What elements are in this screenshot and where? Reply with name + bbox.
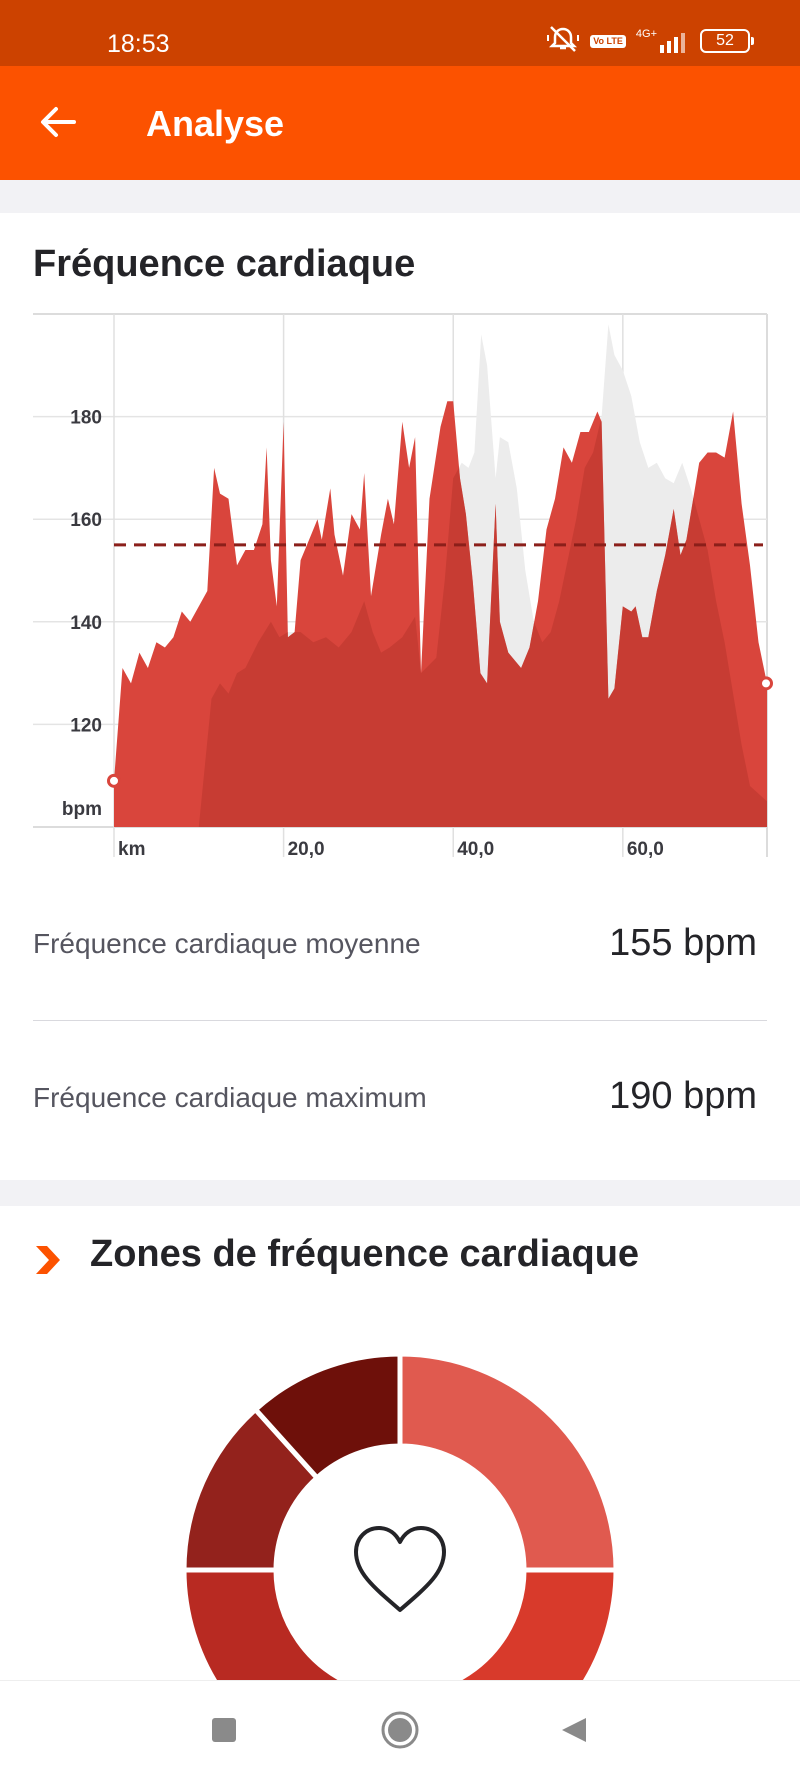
x-tick-label: 60,0 xyxy=(627,839,664,860)
section-separator xyxy=(0,180,800,213)
system-nav-bar xyxy=(0,1680,800,1778)
zone-3-segment xyxy=(181,1567,361,1777)
status-icons: Vo LTE 4G+ 52 xyxy=(546,25,754,58)
divider xyxy=(33,1020,767,1021)
heart-rate-chart[interactable]: 180 160 140 120 bpm km 20,0 40,0 60,0 xyxy=(0,300,800,870)
back-button[interactable] xyxy=(28,92,88,152)
zones-title: Zones de fréquence cardiaque xyxy=(90,1233,640,1275)
recent-apps-icon xyxy=(212,1718,236,1742)
heart-rate-zones-donut[interactable] xyxy=(0,1340,800,1777)
status-bar: 18:53 Vo LTE 4G+ 52 xyxy=(0,0,800,66)
start-marker xyxy=(107,773,121,788)
y-tick-label: 140 xyxy=(70,613,102,634)
network-type: 4G+ xyxy=(635,28,657,40)
recent-apps-button[interactable] xyxy=(197,1703,251,1757)
y-axis-label: bpm xyxy=(62,799,102,820)
zones-header[interactable] xyxy=(33,1232,63,1288)
y-tick-label: 160 xyxy=(70,510,102,531)
app-bar: Analyse xyxy=(0,66,800,180)
battery-icon: 52 xyxy=(700,29,754,53)
heart-icon xyxy=(354,1526,446,1612)
arrow-left-icon xyxy=(41,107,76,137)
home-button[interactable] xyxy=(373,1703,427,1757)
status-time: 18:53 xyxy=(107,30,170,58)
zone-5-segment xyxy=(251,1351,403,1482)
stat-label-maximum: Fréquence cardiaque maximum xyxy=(33,1082,427,1113)
x-tick-label: 40,0 xyxy=(457,839,494,860)
end-marker xyxy=(759,676,773,691)
nav-back-button[interactable] xyxy=(547,1703,601,1757)
zone-1-segment xyxy=(397,1351,619,1573)
stat-value-average: 155 bpm xyxy=(609,922,757,964)
volte-badge: Vo LTE xyxy=(590,34,626,48)
mute-icon xyxy=(546,25,580,58)
battery-level: 52 xyxy=(716,32,734,49)
stat-value-maximum: 190 bpm xyxy=(609,1075,757,1117)
zone-2-segment xyxy=(439,1567,619,1777)
y-tick-label: 180 xyxy=(70,408,102,429)
heart-rate-title: Fréquence cardiaque xyxy=(33,243,416,285)
page-title: Analyse xyxy=(146,103,285,144)
back-icon xyxy=(562,1718,586,1742)
signal-icon: 4G+ xyxy=(636,29,690,53)
x-tick-label: km xyxy=(118,839,145,860)
stat-label-average: Fréquence cardiaque moyenne xyxy=(33,928,421,959)
section-separator xyxy=(0,1180,800,1206)
chevron-right-icon xyxy=(36,1246,60,1274)
x-tick-label: 20,0 xyxy=(288,839,325,860)
y-tick-label: 120 xyxy=(70,715,102,736)
home-icon xyxy=(381,1711,419,1749)
